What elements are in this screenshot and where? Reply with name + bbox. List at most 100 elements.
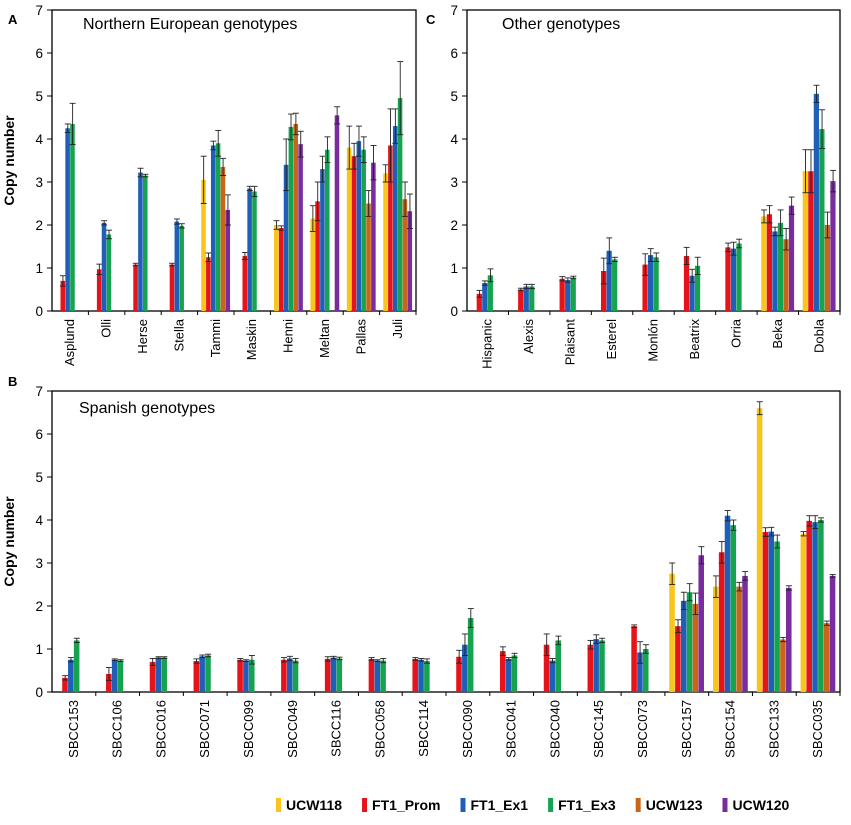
bar-ucw118-meltan: [310, 218, 315, 311]
bar-ucw120-sbcc157: [698, 555, 704, 692]
legend-label-ucw118: UCW118: [286, 797, 342, 813]
legend-swatch-ft1-prom: [362, 798, 368, 812]
bar-ft1-ex3-alexis: [529, 286, 535, 311]
bar-ucw118-tammi: [201, 179, 206, 311]
chart-title: Northern European genotypes: [83, 16, 297, 33]
bar-ft1-prom-sbcc099: [237, 659, 243, 692]
chart-title: Other genotypes: [502, 16, 620, 33]
bar-ft1-ex1-meltan: [320, 169, 325, 311]
bar-ft1-ex3-sbcc041: [511, 655, 518, 692]
category-label-stella: Stella: [171, 318, 186, 351]
bar-ft1-prom-pallas: [351, 156, 357, 311]
bar-ft1-ex1-orria: [730, 248, 737, 311]
y-tick-label: 7: [450, 3, 458, 18]
bar-ft1-prom-plaisant: [559, 278, 565, 311]
category-label-sbcc116: SBCC116: [329, 700, 344, 757]
bar-ft1-prom-beka: [766, 214, 773, 311]
category-label-sbcc035: SBCC035: [810, 700, 825, 758]
y-tick-label: 0: [35, 685, 43, 700]
bar-ft1-prom-sbcc058: [368, 658, 375, 692]
bar-ft1-ex1-sbcc035: [812, 522, 818, 692]
bar-ucw123-sbcc035: [823, 623, 830, 692]
category-label-herse: Herse: [135, 319, 150, 354]
panel-a: 0 1 2 3 4 5 6 7 A Northern European genotypes Copy…: [1, 3, 417, 366]
category-label-juli: Juli: [390, 319, 405, 339]
bar-ft1-ex1-sbcc058: [374, 660, 381, 692]
y-axis-label: Copy number: [1, 496, 17, 587]
bar-ft1-ex1-esterel: [606, 250, 612, 311]
category-label-hispanic: Hispanic: [480, 319, 495, 369]
panel-letter: B: [8, 374, 17, 389]
bar-ucw120-sbcc035: [829, 575, 836, 692]
bar-ft1-ex1-maskin: [247, 188, 252, 311]
bar-ft1-ex1-beatrix: [689, 275, 695, 311]
bar-ft1-ex3-herse: [143, 175, 148, 311]
bar-ucw118-sbcc035: [800, 533, 807, 692]
bar-ft1-ex3-dobla: [819, 129, 825, 311]
category-label-tammi: Tammi: [208, 319, 223, 357]
bar-ft1-prom-sbcc106: [105, 673, 112, 692]
bar-ft1-ex3-sbcc058: [380, 660, 386, 692]
legend: UCW118 FT1_Prom FT1_Ex1 FT1_Ex3 UCW123 UCW120: [276, 797, 789, 813]
bar-ucw120-sbcc154: [742, 575, 748, 692]
bar-ft1-prom-sbcc049: [281, 659, 287, 692]
bar-ft1-prom-sbcc116: [324, 658, 331, 692]
y-axis-label: Copy number: [1, 115, 17, 206]
bar-ucw118-sbcc133: [756, 408, 763, 692]
bar-ft1-ex1-sbcc116: [330, 657, 337, 692]
bar-ft1-ex1-herse: [138, 172, 143, 311]
category-label-sbcc071: SBCC071: [197, 700, 212, 758]
y-tick-label: 1: [450, 261, 458, 276]
bar-ft1-prom-sbcc035: [806, 520, 812, 692]
category-label-sbcc073: SBCC073: [635, 700, 650, 758]
bar-ucw123-juli: [402, 199, 408, 311]
bar-ft1-ex3-tammi: [215, 143, 221, 311]
bar-ft1-prom-maskin: [242, 255, 248, 311]
bar-ucw123-dobla: [824, 225, 831, 311]
y-tick-label: 3: [450, 175, 458, 190]
bar-ft1-ex1-sbcc114: [418, 659, 424, 692]
y-tick-label: 0: [35, 304, 43, 319]
bar-ucw123-henni: [293, 123, 299, 311]
bar-ft1-ex3-sbcc153: [73, 640, 80, 692]
bar-ft1-prom-beatrix: [683, 255, 690, 311]
category-label-sbcc040: SBCC040: [547, 700, 562, 758]
bar-ft1-prom-meltan: [315, 201, 320, 311]
panel-c: 0 1 2 3 4 5 6 7C Other genotypes Hispanic Alexis Pl…: [426, 3, 841, 369]
bar-ft1-prom-herse: [133, 264, 138, 311]
bar-ucw123-sbcc157: [692, 603, 699, 692]
legend-label-ft1-ex3: FT1_Ex3: [558, 797, 616, 813]
bar-ucw123-beka: [783, 239, 789, 311]
bar-ft1-prom-alexis: [518, 289, 524, 311]
category-label-sbcc090: SBCC090: [460, 700, 475, 758]
y-tick-label: 4: [35, 132, 43, 147]
bar-ft1-ex1-sbcc154: [724, 515, 731, 692]
bar-ft1-ex1-sbcc106: [111, 659, 118, 692]
category-label-asplund: Asplund: [62, 319, 77, 366]
bar-ft1-ex1-beka: [772, 231, 778, 311]
bar-ucw120-sbcc133: [786, 587, 792, 692]
bar-ft1-ex1-sbcc040: [549, 660, 556, 692]
bar-ucw118-henni: [274, 225, 279, 311]
bar-ft1-ex1-plaisant: [565, 280, 571, 311]
category-label-plaisant: Plaisant: [563, 319, 578, 366]
bar-ft1-ex1-stella: [174, 221, 180, 311]
bar-ft1-ex3-monl-n: [653, 257, 659, 311]
category-label-monl-n: Monlón: [646, 319, 661, 362]
legend-swatch-ft1-ex1: [460, 798, 466, 812]
y-tick-label: 1: [35, 642, 43, 657]
bar-ft1-ex3-sbcc073: [643, 649, 649, 692]
legend-label-ft1-prom: FT1_Prom: [372, 797, 440, 813]
panel-b: 0 1 2 3 4 5 6 7 B Spanish genotypes Copy number SBC…: [1, 374, 841, 758]
y-tick-label: 5: [450, 89, 458, 104]
bar-ft1-prom-tammi: [206, 257, 211, 311]
category-label-sbcc016: SBCC016: [153, 700, 168, 758]
legend-label-ft1-ex1: FT1_Ex1: [471, 797, 529, 813]
bar-ft1-ex1-sbcc071: [199, 656, 205, 692]
category-label-sbcc114: SBCC114: [416, 700, 431, 757]
bar-ft1-ex1-sbcc157: [680, 600, 687, 692]
category-label-sbcc153: SBCC153: [66, 700, 81, 758]
bar-ft1-prom-juli: [388, 145, 393, 311]
panel-letter: A: [8, 12, 18, 27]
bar-ft1-ex3-henni: [288, 126, 294, 312]
